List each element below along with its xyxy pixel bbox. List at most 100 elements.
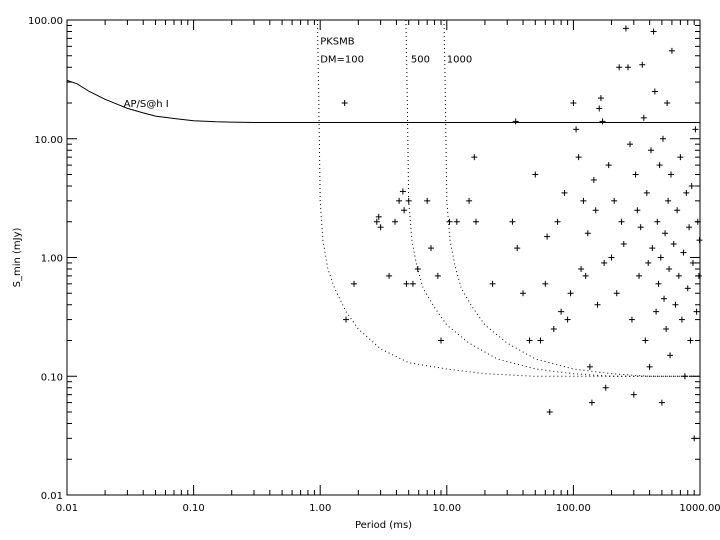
pulsar-point <box>656 162 663 169</box>
pulsar-point <box>687 337 694 344</box>
pulsar-point <box>489 280 496 287</box>
pulsar-point <box>632 171 639 178</box>
pulsar-point <box>573 126 580 133</box>
pulsar-point <box>466 197 473 204</box>
y-axis: 0.01 0.10 1.00 10.00 100.00 <box>28 16 700 502</box>
pulsar-point <box>427 245 434 252</box>
pulsar-point <box>403 280 410 287</box>
pulsar-point <box>636 272 643 279</box>
pulsar-point <box>409 280 416 287</box>
pulsar-point <box>627 141 634 148</box>
pulsar-point <box>520 290 527 297</box>
pulsar-point <box>399 188 406 195</box>
pulsar-point <box>613 290 620 297</box>
pulsar-point <box>512 118 519 125</box>
pulsar-point <box>647 147 654 154</box>
pulsar-point <box>645 259 652 266</box>
pulsar-point <box>586 363 593 370</box>
pulsar-point <box>663 325 670 332</box>
pulsar-point <box>601 259 608 266</box>
pulsar-point <box>683 189 690 196</box>
pulsar-point <box>678 316 685 323</box>
pulsar-point <box>637 224 644 231</box>
pulsar-point <box>575 154 582 161</box>
pulsar-point <box>375 213 382 220</box>
pulsar-point <box>634 207 641 214</box>
pulsar-point <box>681 373 688 380</box>
pulsar-point <box>657 254 664 261</box>
pulsar-point <box>688 183 695 190</box>
pulsar-point <box>666 266 673 273</box>
x-tick-label: 1000.00 <box>679 503 720 514</box>
pulsar-point <box>643 189 650 196</box>
pulsar-point <box>650 28 657 35</box>
pulsar-point <box>658 399 665 406</box>
pulsar-point <box>608 254 615 261</box>
pulsar-point <box>602 384 609 391</box>
pulsar-point <box>605 162 612 169</box>
pulsar-point <box>620 240 627 247</box>
pulsar-point <box>684 285 691 292</box>
pulsar-point <box>546 408 553 415</box>
pulsar-point <box>434 272 441 279</box>
pulsar-point <box>625 64 632 71</box>
pulsar-point <box>537 337 544 344</box>
pulsar-point <box>377 224 384 231</box>
pulsar-point <box>564 316 571 323</box>
pulsar-point <box>526 337 533 344</box>
y-tick-label: 0.10 <box>41 372 63 383</box>
x-tick-label: 1.00 <box>309 503 331 514</box>
y-axis-label: S_min (mJy) <box>12 228 23 288</box>
pulsar-point <box>696 237 703 244</box>
x-tick-label: 0.10 <box>182 503 204 514</box>
y-tick-label: 100.00 <box>28 16 63 27</box>
pulsar-point <box>373 218 380 225</box>
pulsar-point <box>351 280 358 287</box>
annotation-label: AP/S@h I <box>124 99 169 110</box>
x-tick-label: 100.00 <box>556 503 591 514</box>
y-tick-label: 1.00 <box>41 254 63 265</box>
pulsar-point <box>578 266 585 273</box>
x-tick-label: 10.00 <box>432 503 461 514</box>
x-axis: 0.01 0.10 1.00 10.00 100.00 1000.00 <box>56 20 720 514</box>
pulsar-point <box>686 224 693 231</box>
pulsar-point <box>509 218 516 225</box>
pulsar-point <box>661 295 668 302</box>
pulsar-point <box>396 197 403 204</box>
pulsar-point <box>646 363 653 370</box>
pulsar-point <box>670 240 677 247</box>
pulsar-point <box>341 100 348 107</box>
pulsar-point <box>599 118 606 125</box>
y-tick-label: 10.00 <box>34 135 63 146</box>
pulsar-point <box>590 176 597 183</box>
y-tick-label: 0.01 <box>41 491 63 502</box>
points-layer <box>341 25 703 442</box>
pulsar-point <box>597 95 604 102</box>
pulsar-point <box>446 218 453 225</box>
pulsar-point <box>544 233 551 240</box>
pulsar-point <box>414 266 421 273</box>
pulsar-point <box>401 207 408 214</box>
pulsar-point <box>668 47 675 54</box>
pulsar-point <box>594 301 601 308</box>
pulsar-point <box>674 207 681 214</box>
pulsar-point <box>558 308 565 315</box>
pulsar-point <box>542 280 549 287</box>
pulsar-point <box>343 316 350 323</box>
sensitivity-curve-solid <box>66 79 700 123</box>
pulsar-point <box>664 100 671 107</box>
pulsar-point <box>689 259 696 266</box>
pulsar-point <box>692 126 699 133</box>
pulsar-point <box>438 337 445 344</box>
pulsar-point <box>675 272 682 279</box>
pulsar-point <box>662 230 669 237</box>
pulsar-point <box>554 218 561 225</box>
pulsar-point <box>592 207 599 214</box>
annotation-label: 500 <box>411 54 430 65</box>
pulsar-point <box>386 272 393 279</box>
pulsar-point <box>680 249 687 256</box>
pulsar-point <box>672 301 679 308</box>
lines-layer <box>66 19 700 377</box>
pulsar-point <box>639 61 646 68</box>
